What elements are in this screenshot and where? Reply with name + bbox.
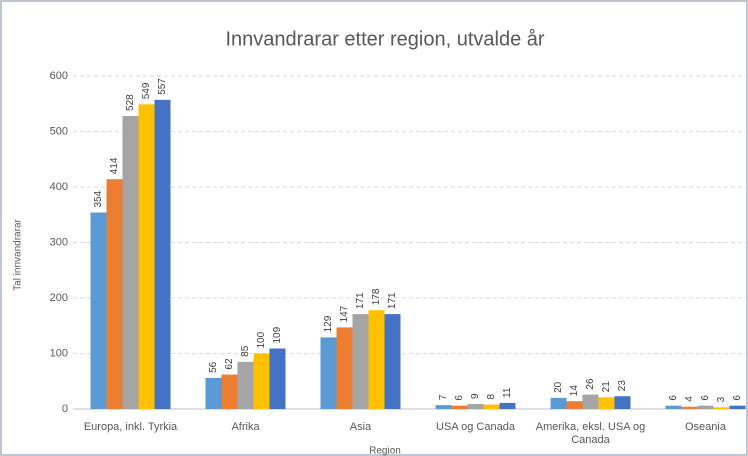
y-tick-label: 0 xyxy=(62,403,68,415)
data-label: 6 xyxy=(668,395,679,401)
data-label: 85 xyxy=(240,345,251,357)
data-label: 6 xyxy=(700,395,711,401)
data-label: 26 xyxy=(585,378,596,390)
bar xyxy=(451,405,468,409)
bar xyxy=(697,405,714,409)
data-label: 7 xyxy=(438,394,449,400)
x-tick-label: Europa, inkl. Tyrkia xyxy=(83,421,178,433)
data-label: 100 xyxy=(256,331,267,348)
data-label: 528 xyxy=(125,94,136,111)
bar xyxy=(237,361,254,409)
bar xyxy=(352,314,369,409)
bar xyxy=(221,374,238,409)
data-label: 129 xyxy=(323,315,334,332)
data-label: 9 xyxy=(470,393,481,399)
bar xyxy=(499,402,516,409)
bar xyxy=(582,394,599,409)
y-axis-label: Tal innvandrarar xyxy=(13,218,24,290)
data-label: 6 xyxy=(454,395,465,401)
y-tick-label: 500 xyxy=(50,125,68,137)
bar xyxy=(681,406,698,409)
data-label: 62 xyxy=(224,358,235,370)
bar xyxy=(106,179,123,409)
data-label: 171 xyxy=(355,292,366,309)
data-label: 8 xyxy=(486,394,497,400)
data-label: 6 xyxy=(732,395,743,401)
y-tick-label: 100 xyxy=(50,347,68,359)
bar xyxy=(154,99,171,410)
bar xyxy=(665,405,682,409)
bar xyxy=(566,401,583,409)
bar xyxy=(122,115,139,410)
data-label: 56 xyxy=(208,361,219,373)
data-label: 21 xyxy=(601,381,612,393)
chart-title: Innvandrarar etter region, utvalde år xyxy=(225,28,544,50)
data-label: 109 xyxy=(272,326,283,343)
y-tick-label: 600 xyxy=(50,70,68,82)
data-label: 23 xyxy=(617,380,628,392)
x-tick-label: Afrika xyxy=(231,421,260,433)
y-tick-label: 200 xyxy=(50,292,68,304)
x-tick-label: Asia xyxy=(349,421,372,433)
bar xyxy=(598,397,615,409)
data-label: 20 xyxy=(553,381,564,393)
data-label: 3 xyxy=(716,396,727,402)
data-label: 14 xyxy=(569,385,580,397)
bar xyxy=(205,377,222,409)
y-tick-label: 300 xyxy=(50,236,68,248)
bar xyxy=(614,396,631,409)
bar xyxy=(483,404,500,409)
data-label: 549 xyxy=(141,82,152,99)
bar xyxy=(435,405,452,409)
data-label: 178 xyxy=(371,288,382,305)
bar xyxy=(320,337,337,409)
data-label: 147 xyxy=(339,305,350,322)
x-tick-label: Oseania xyxy=(685,421,726,433)
data-label: 11 xyxy=(502,387,513,398)
data-label: 354 xyxy=(93,190,104,207)
bar xyxy=(253,353,270,409)
y-tick-label: 400 xyxy=(50,181,68,193)
data-label: 557 xyxy=(157,78,168,95)
x-axis-label: Region xyxy=(369,446,401,456)
bar xyxy=(384,314,401,409)
bar xyxy=(729,405,746,409)
bar xyxy=(713,407,730,409)
bar xyxy=(336,327,353,409)
bar xyxy=(138,104,155,410)
data-label: 414 xyxy=(109,157,120,174)
data-label: 171 xyxy=(387,292,398,309)
bar xyxy=(269,348,286,409)
bar xyxy=(467,404,484,409)
bar xyxy=(550,397,567,409)
bar xyxy=(368,310,385,409)
x-tick-label: USA og Canada xyxy=(436,421,515,433)
x-tick-label: Amerika, eksl. USA og Canada xyxy=(535,421,646,446)
bar xyxy=(90,212,107,409)
data-label: 4 xyxy=(684,396,695,402)
